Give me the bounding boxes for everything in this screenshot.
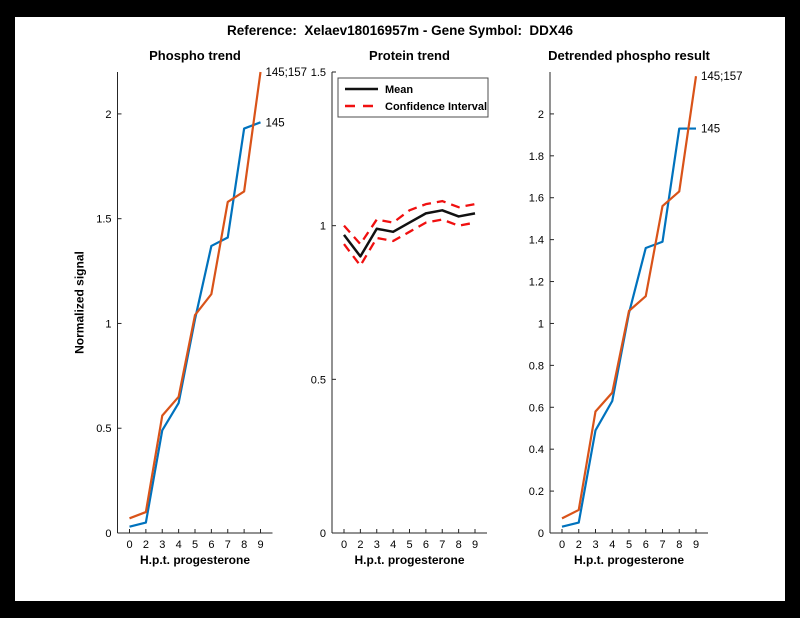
y-tick-label: 0.6 [529,402,544,414]
y-axis-label: Normalized signal [73,251,87,354]
x-tick-label: 9 [472,539,478,551]
y-tick-label: 0.5 [311,374,326,386]
series-145 [129,121,261,528]
y-tick-label: 1.2 [529,277,544,289]
series-confidence-interval-upper [343,199,476,246]
y-tick-label: 1 [320,221,326,233]
x-tick-label: 2 [357,539,363,551]
legend-label-confidence-interval: Confidence Interval [385,101,487,113]
x-tick-label: 5 [192,539,198,551]
axes: 0 2 3 4 5 6 7 8 900.511.52 [96,72,273,551]
x-tick-label: 4 [609,539,615,551]
x-tick-label: 9 [693,539,699,551]
matlab-figure-window: Reference: Xelaev18016957m - Gene Symbol… [15,17,785,601]
y-tick-label: 1 [105,318,111,330]
series-confidence-interval-lower [343,218,476,267]
y-tick-label: 1.5 [96,214,111,226]
series-145-157 [561,76,698,520]
series-end-label-145: 145 [701,124,720,136]
y-tick-label: 1 [538,318,544,330]
x-tick-label: 6 [643,539,649,551]
figure-title: Reference: Xelaev18016957m - Gene Symbol… [227,23,573,38]
x-tick-label: 3 [374,539,380,551]
y-tick-label: 0 [538,528,544,540]
y-tick-label: 0.2 [529,486,544,498]
x-tick-label: 7 [659,539,665,551]
x-axis-label: H.p.t. progesterone [140,553,250,567]
x-tick-label: 3 [592,539,598,551]
y-tick-label: 2 [105,109,111,121]
x-tick-label: 0 [559,539,565,551]
x-tick-label: 7 [439,539,445,551]
x-axis-label: H.p.t. progesterone [574,553,684,567]
x-axis-label: H.p.t. progesterone [354,553,464,567]
y-tick-label: 1.5 [311,67,326,79]
legend-box [337,77,489,118]
y-tick-label: 0.5 [96,423,111,435]
subplot-title: Protein trend [369,48,450,63]
series-145 [561,127,696,528]
y-tick-label: 0 [105,528,111,540]
x-tick-label: 5 [406,539,412,551]
y-tick-label: 0 [320,528,326,540]
y-tick-label: 1.6 [529,193,544,205]
axes: 0 2 3 4 5 6 7 8 900.20.40.60.811.21.41.61.82 [529,72,708,551]
x-tick-label: 8 [456,539,462,551]
y-tick-label: 0.4 [529,444,544,456]
x-tick-label: 4 [176,539,182,551]
x-tick-label: 6 [208,539,214,551]
legend: Mean Confidence Interval [337,77,489,118]
y-tick-label: 1.8 [529,151,544,163]
y-tick-label: 0.8 [529,360,544,372]
x-tick-label: 6 [423,539,429,551]
x-tick-label: 0 [126,539,132,551]
x-tick-label: 4 [390,539,396,551]
series-mean [343,209,476,258]
series-145-157 [129,71,262,520]
series-end-label-145-157: 145;157 [266,67,308,79]
y-tick-label: 1.4 [529,235,544,247]
x-tick-label: 2 [576,539,582,551]
x-tick-label: 8 [241,539,247,551]
subplot-title: Detrended phospho result [548,48,710,63]
x-tick-label: 2 [143,539,149,551]
series-end-label-145-157: 145;157 [701,71,743,83]
legend-label-mean: Mean [385,84,413,96]
subplot-title: Phospho trend [149,48,241,63]
x-tick-label: 7 [225,539,231,551]
subplot-detrended-phospho-result: 0 2 3 4 5 6 7 8 900.20.40.60.811.21.41.61.82Detr… [529,48,743,567]
axes: 0 2 3 4 5 6 7 8 900.511.5 [311,67,487,551]
x-tick-label: 8 [676,539,682,551]
series-end-label-145: 145 [266,117,285,129]
x-tick-label: 9 [257,539,263,551]
y-tick-label: 2 [538,109,544,121]
x-tick-label: 5 [626,539,632,551]
x-tick-label: 3 [159,539,165,551]
x-tick-label: 0 [341,539,347,551]
